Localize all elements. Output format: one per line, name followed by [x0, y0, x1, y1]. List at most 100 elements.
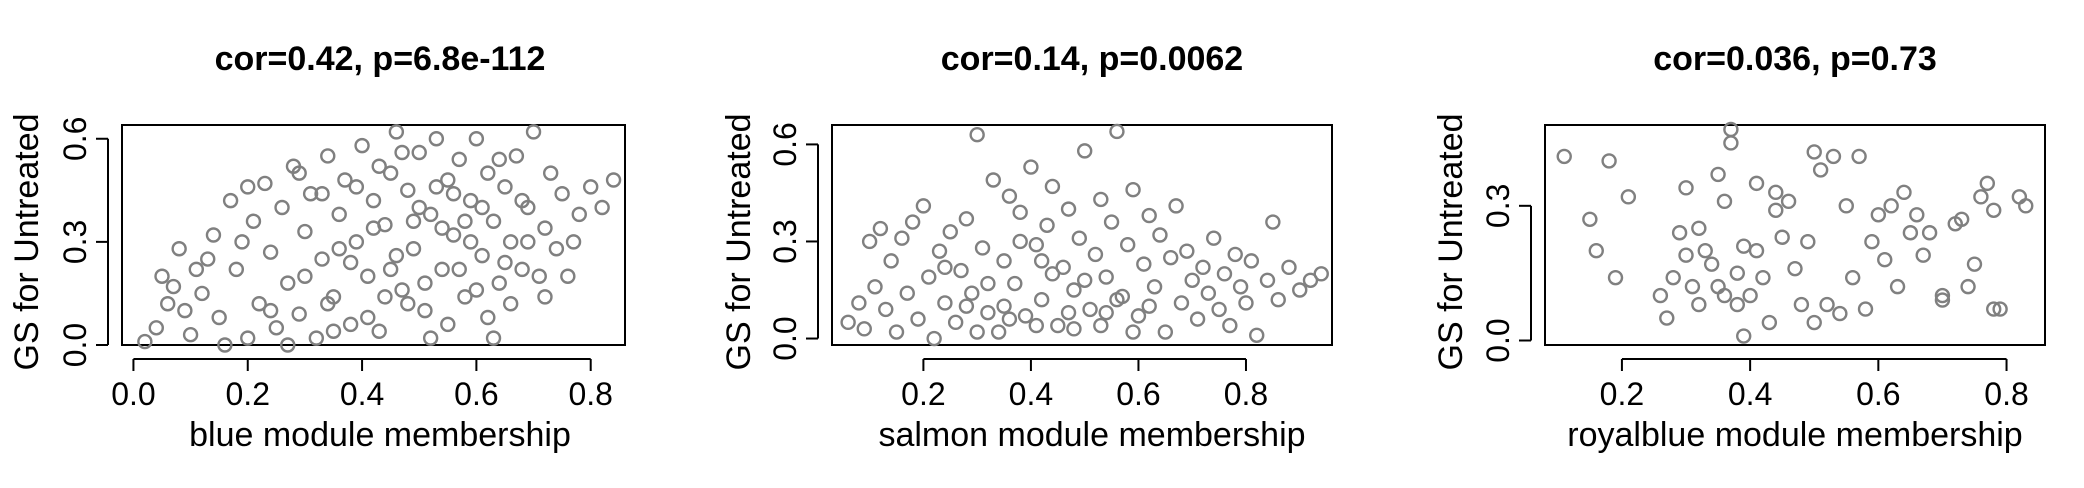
y-tick-label-salmon: 0.6 [767, 122, 803, 166]
scatter-point-blue [497, 179, 513, 195]
scatter-point-salmon [964, 285, 980, 301]
scatter-point-blue [177, 302, 193, 319]
scatter-point-salmon [1109, 123, 1125, 140]
scatter-point-blue [605, 172, 622, 188]
scatter-point-blue [542, 165, 559, 181]
scatter-point-salmon [1028, 317, 1045, 334]
scatter-point-blue [440, 316, 456, 333]
scatter-point-royalblue [2018, 198, 2034, 214]
scatter-point-blue [165, 278, 182, 295]
scatter-point-salmon [1125, 324, 1141, 340]
scatter-point-royalblue [1883, 198, 1899, 214]
scatter-point-salmon [974, 240, 991, 256]
scatter-point-blue [365, 192, 382, 209]
scatter-point-royalblue [1768, 202, 1784, 219]
scatter-point-salmon [1082, 301, 1098, 318]
scatter-point-blue [480, 309, 496, 326]
scatter-point-royalblue [1691, 296, 1707, 313]
scatter-point-salmon [1146, 279, 1163, 295]
scatter-point-blue [480, 165, 496, 181]
scatter-point-blue [525, 124, 542, 140]
scatter-point-blue [394, 282, 410, 298]
y-axis-label-salmon: GS for Untreated [720, 113, 758, 370]
scatter-point-royalblue [1607, 269, 1624, 286]
scatter-point-blue [394, 144, 410, 161]
plot-area-salmon: 0.2 0.4 0.6 0.8 0.0 0.3 0.6 [767, 122, 1329, 412]
x-tick-label-salmon: 0.6 [1116, 376, 1160, 412]
scatter-point-salmon [1222, 317, 1238, 334]
scatter-point-blue [445, 227, 462, 243]
scatter-point-royalblue [1787, 260, 1803, 277]
scatter-point-blue [531, 268, 547, 284]
scatter-point-salmon [915, 198, 932, 214]
scatter-point-royalblue [1716, 193, 1733, 210]
scatter-point-blue [462, 234, 479, 250]
scatter-point-salmon [888, 324, 905, 340]
scatter-point-blue [354, 137, 370, 154]
scatter-point-royalblue [1934, 292, 1951, 308]
scatter-point-blue [474, 247, 490, 264]
scatter-point-salmon [996, 253, 1012, 269]
scatter-point-blue [508, 148, 525, 164]
scatter-point-salmon [921, 269, 937, 285]
scatter-point-blue [262, 244, 279, 260]
scatter-point-salmon [942, 224, 958, 240]
scatter-point-salmon [1066, 321, 1082, 337]
scatter-point-blue [400, 182, 416, 199]
scatter-point-salmon [1292, 282, 1308, 298]
scatter-point-blue [382, 165, 399, 181]
scatter-point-royalblue [1819, 296, 1835, 313]
scatter-point-salmon [1302, 272, 1319, 288]
plot-frame-royalblue [1544, 124, 2046, 346]
scatter-point-blue [502, 234, 519, 250]
x-tick-label-royalblue: 0.8 [1984, 376, 2028, 412]
y-tick-label-blue: 0.0 [57, 323, 93, 367]
scatter-point-blue [594, 199, 610, 216]
scatter-point-salmon [985, 172, 1001, 188]
scatter-point-royalblue [1659, 310, 1675, 326]
scatter-point-blue [137, 333, 153, 350]
scatter-point-blue [457, 289, 473, 305]
scatter-point-blue [360, 309, 376, 326]
scatter-point-salmon [872, 220, 889, 237]
scatter-point-royalblue [1755, 269, 1771, 286]
scatter-point-royalblue [1620, 189, 1637, 205]
scatter-point-salmon [980, 275, 996, 292]
scatter-point-salmon [980, 304, 996, 321]
scatter-point-blue [365, 220, 382, 236]
scatter-point-salmon [1168, 198, 1184, 214]
scatter-point-salmon [1157, 324, 1174, 340]
scatter-point-blue [274, 199, 290, 216]
scatter-point-royalblue [1915, 247, 1931, 263]
scatter-point-blue [428, 179, 445, 195]
scatter-point-salmon [1173, 295, 1190, 311]
scatter-point-salmon [937, 295, 953, 311]
scatter-point-blue [320, 296, 336, 312]
scatter-point-blue [497, 254, 513, 271]
scatter-point-blue [325, 323, 342, 339]
scatter-point-royalblue [1710, 166, 1726, 183]
scatter-point-royalblue [1992, 301, 2008, 317]
panel-salmon: cor=0.14, p=0.0062 salmon module members… [720, 40, 1333, 454]
scatter-point-blue [205, 227, 222, 243]
scatter-point-salmon [861, 233, 878, 250]
x-axis-label-salmon: salmon module membership [878, 416, 1305, 454]
scatter-point-blue [371, 158, 387, 174]
scatter-point-salmon [990, 324, 1007, 340]
scatter-point-blue [422, 206, 439, 223]
scatter-point-salmon [1076, 143, 1093, 159]
x-axis-label-royalblue: royalblue module membership [1567, 416, 2022, 454]
scatter-point-blue [280, 275, 296, 291]
scatter-point-salmon [1076, 272, 1093, 288]
scatter-point-salmon [1179, 243, 1195, 259]
scatter-point-blue [405, 241, 422, 257]
x-tick-label-salmon: 0.4 [1009, 376, 1053, 412]
scatter-point-royalblue [1761, 314, 1778, 331]
scatter-point-salmon [1103, 214, 1120, 230]
y-axis-label-royalblue: GS for Untreated [1432, 113, 1470, 370]
scatter-point-blue [440, 172, 456, 188]
scatter-point-salmon [1028, 237, 1045, 253]
scatter-point-salmon [1071, 230, 1088, 246]
scatter-point-royalblue [1966, 256, 1983, 272]
scatter-point-royalblue [1889, 278, 1906, 295]
